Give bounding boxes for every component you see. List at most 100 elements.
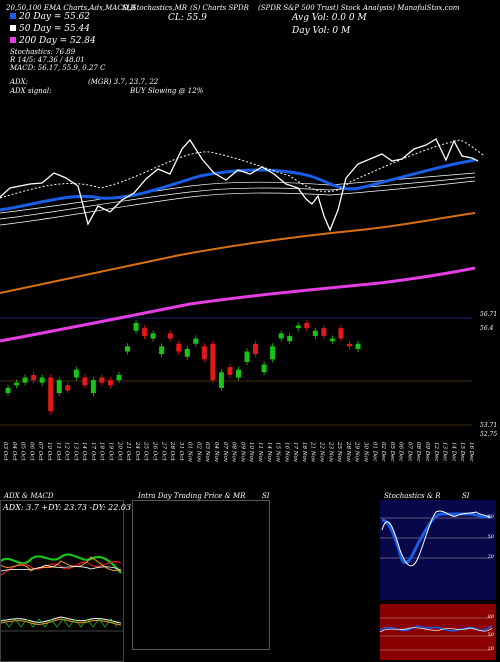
x-tick-label: 13 Oct	[72, 442, 78, 461]
stoch-si-title: SI	[462, 492, 470, 500]
price-label-53.71: 53.71	[480, 422, 497, 429]
candle-body	[133, 322, 139, 331]
candle-body	[295, 325, 301, 329]
adx-signal-label: ADX signal:	[10, 87, 52, 95]
candle-body	[39, 377, 45, 383]
candle-body	[125, 346, 131, 352]
x-tick-label: 12 Dec	[433, 442, 439, 462]
x-tick-label: 15 Dec	[459, 442, 465, 462]
x-tick-label: 11 Nov	[257, 442, 263, 463]
candle-body	[48, 377, 54, 412]
rsi-tick-50: 50	[487, 632, 494, 638]
adx-label: ADX:	[10, 78, 29, 86]
candlestick-series	[5, 319, 361, 415]
x-tick-label: 01 Nov	[187, 442, 193, 463]
candle-body	[150, 333, 156, 339]
candle-body	[14, 382, 20, 386]
x-tick-label: 06 Oct	[28, 442, 34, 461]
x-tick-label: 21 Nov	[310, 441, 316, 463]
x-tick-label: 02 Nov	[195, 442, 201, 463]
candle-body	[270, 346, 276, 360]
candle-body	[184, 348, 190, 357]
stoch-tick-80: 80	[487, 514, 494, 520]
x-tick-label: 31 Oct	[178, 442, 184, 461]
stoch-tick-50: 50	[487, 534, 494, 540]
x-tick-label: 25 Oct	[143, 441, 149, 461]
candle-body	[5, 387, 11, 394]
x-tick-label: 10 Nov	[248, 442, 254, 463]
candle-body	[287, 335, 293, 342]
x-tick-label: 17 Oct	[90, 442, 96, 461]
x-tick-label: 14 Oct	[81, 442, 87, 461]
adx-values: (MGR) 3.7, 23.7, 22	[88, 78, 159, 86]
candle-body	[329, 338, 335, 342]
x-tick-label: 05 Dec	[389, 442, 395, 462]
candle-body	[176, 343, 182, 352]
candle-body	[346, 343, 352, 347]
candle-body	[142, 328, 148, 336]
candle-body	[99, 377, 105, 383]
x-tick-label: 16 Dec	[468, 442, 474, 462]
candle-body	[253, 343, 259, 355]
price-line	[0, 138, 479, 232]
x-tick-label: 14 Nov	[266, 442, 272, 463]
rsi-tick-80: 80	[487, 614, 494, 620]
x-tick-label: 28 Nov	[345, 441, 351, 463]
macd-readout: MACD: 56.17, 55.9, 0.27 C	[10, 64, 106, 72]
adx-macd-mini-chart	[1, 553, 123, 632]
x-tick-label: 24 Oct	[134, 441, 140, 461]
x-tick-label: 16 Nov	[283, 442, 289, 463]
x-tick-label: 07 Dec	[406, 442, 412, 462]
rsi-panel: 80 50 20	[380, 604, 496, 660]
candle-body	[278, 333, 284, 339]
intraday-mr-panel	[132, 500, 270, 650]
candle-body	[210, 343, 216, 381]
x-tick-label: 03 Oct	[2, 442, 8, 461]
ema-orange-line	[0, 212, 476, 294]
day-volume: Day Vol: 0 M	[292, 26, 351, 36]
candle-body	[65, 385, 71, 391]
candle-body	[159, 346, 165, 355]
x-tick-label: 08 Dec	[415, 442, 421, 462]
candle-body	[116, 374, 122, 381]
x-tick-label: 05 Oct	[20, 442, 26, 461]
x-tick-label: 20 Oct	[116, 441, 122, 461]
header-title-2: SI,Stochastics,MR	[122, 4, 188, 12]
candle-body	[167, 333, 173, 339]
adx-readout: ADX: 3.7 +DY: 23.73 -DY: 22.03	[3, 503, 132, 512]
x-tick-label: 04 Nov	[213, 442, 219, 463]
x-tick-label: 09 Nov	[239, 442, 245, 463]
stoch-dotted-line	[0, 139, 486, 199]
close-price: CL: 55.9	[168, 13, 207, 23]
x-tick-label: 25 Nov	[336, 441, 342, 463]
candle-body	[338, 328, 344, 339]
x-tick-label: 17 Nov	[292, 442, 298, 463]
ema20-readout: 20 Day = 55.62	[10, 12, 90, 22]
candle-body	[312, 330, 318, 336]
x-tick-label: 11 Oct	[55, 442, 61, 461]
x-tick-label: 18 Oct	[99, 442, 105, 461]
x-tick-label: 08 Nov	[231, 442, 237, 463]
ema50-readout: 50 Day = 55.44	[10, 24, 90, 34]
candle-body	[304, 322, 310, 329]
x-tick-label: 21 Oct	[125, 441, 131, 461]
x-tick-label: 19 Oct	[108, 442, 114, 461]
adx-macd-title: ADX & MACD	[4, 492, 54, 500]
candle-body	[227, 367, 233, 375]
x-tick-label: 12 Oct	[64, 442, 70, 461]
candle-body	[321, 328, 327, 336]
x-tick-label: 02 Dec	[380, 442, 386, 462]
x-tick-label: 26 Oct	[151, 441, 157, 461]
candle-body	[244, 351, 250, 362]
x-tick-label: 27 Oct	[160, 441, 166, 461]
mr-si-title: SI	[262, 492, 270, 500]
x-tick-label: 15 Nov	[275, 442, 281, 463]
price-label-52.75: 52.75	[480, 431, 497, 438]
candle-body	[261, 364, 267, 373]
candle-body	[31, 374, 37, 381]
x-axis-dates: 03 Oct 04 Oct 05 Oct 06 Oct 07 Oct 10 Oct 11 O…	[2, 441, 474, 463]
mr-title: Intra Day Trading Price & MR	[138, 492, 246, 500]
x-tick-label: 04 Oct	[11, 442, 17, 461]
header-title-1: 20,50,100 EMA Charts,Adx,MACD,R	[6, 4, 136, 12]
ema-blue-line	[0, 158, 476, 212]
